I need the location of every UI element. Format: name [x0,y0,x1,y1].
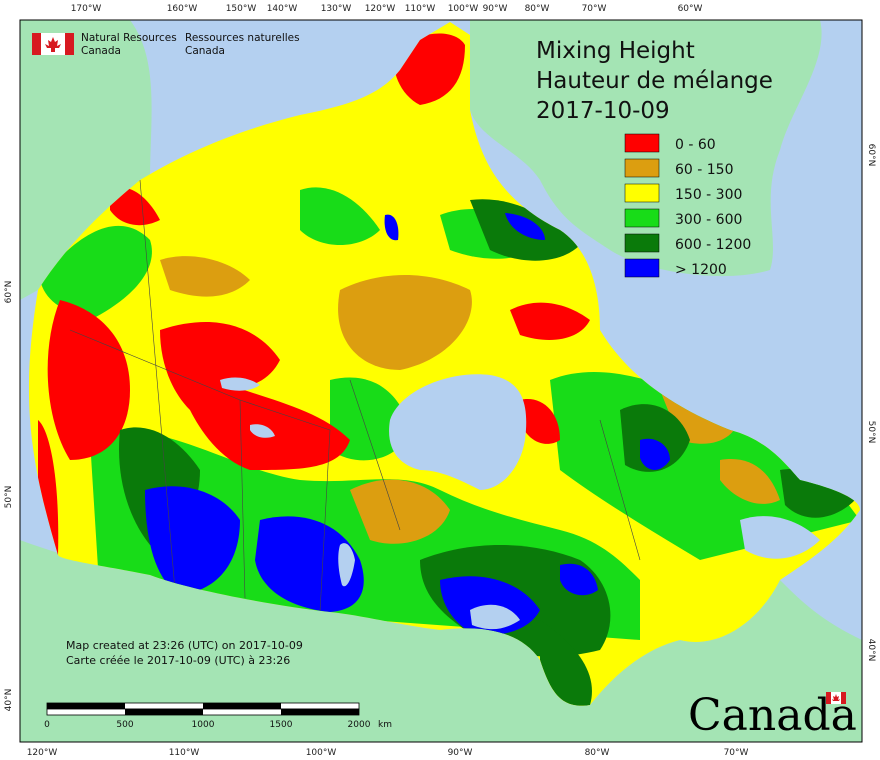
tick-right-2: 40°N [866,639,876,662]
scale-label-2: 1000 [192,720,215,730]
title-date: 2017-10-09 [536,98,670,124]
legend-swatch-4 [624,233,660,253]
title-en: Mixing Height [536,38,695,64]
zone-600-1200-lakes [540,620,592,706]
zone-60-150-nunavut [338,275,472,370]
legend-swatch-3 [624,208,660,228]
agency-en-line1: Natural Resources [81,32,177,44]
zone-60-150-ontario [350,479,450,544]
legend-label-1: 60 - 150 [675,162,734,178]
tick-top-4: 130°W [321,4,352,14]
legend-label-4: 600 - 1200 [675,237,751,253]
zone-above-1200-quebec-lake [640,438,670,470]
legend-swatch-1 [624,158,660,178]
tick-right-0: 60°N [866,144,876,167]
alaska-landmass [20,20,152,300]
zone-60-150-nl [720,459,780,504]
zone-0-60-northwest [160,321,350,470]
zone-600-1200-maritimes [780,469,855,518]
legend-label-2: 150 - 300 [675,187,742,203]
legend-label-3: 300 - 600 [675,212,742,228]
scale-label-3: 1500 [270,720,293,730]
tick-top-6: 110°W [405,4,436,14]
tick-bottom-2: 100°W [306,748,337,758]
zone-0-60-yukon [110,187,160,226]
zone-above-1200-east [560,563,598,596]
tick-top-0: 170°W [71,4,102,14]
tick-bottom-3: 90°W [448,748,473,758]
tick-bottom-5: 70°W [724,748,749,758]
zone-above-1200-arctic [384,214,399,241]
tick-top-3: 140°W [267,4,298,14]
agency-en-line2: Canada [81,45,121,57]
tick-left-1: 50°N [4,486,14,509]
map-border [19,19,863,743]
scale-bar: 0 500 1000 1500 2000 km [44,702,392,730]
agency-fr-line2: Canada [185,45,225,57]
zone-300-600-west [40,225,152,320]
zone-60-150-north [160,256,250,297]
usa-landmass [20,540,862,742]
legend-label-0: 0 - 60 [675,137,716,153]
agency-fr-line1: Ressources naturelles [185,32,300,44]
tick-top-5: 120°W [365,4,396,14]
tick-top-7: 100°W [448,4,479,14]
tick-top-9: 80°W [525,4,550,14]
scale-unit: km [378,720,392,730]
bottom-ticks: 120°W 110°W 100°W 90°W 80°W 70°W [27,748,749,758]
tick-bottom-0: 120°W [27,748,58,758]
tick-top-10: 70°W [582,4,607,14]
legend-swatch-5 [624,258,660,278]
scale-label-0: 0 [44,720,50,730]
top-ticks: 170°W 160°W 150°W 140°W 130°W 120°W 110°… [71,4,703,14]
tick-left-2: 40°N [4,689,14,712]
created-fr: Carte créée le 2017-10-09 (UTC) à 23:26 [66,654,290,667]
zone-0-60-labrador [510,302,590,340]
tick-top-8: 90°W [483,4,508,14]
great-lakes [470,604,520,630]
map-title: Mixing Height Hauteur de mélange 2017-10… [536,38,773,124]
created-en: Map created at 23:26 (UTC) on 2017-10-09 [66,639,303,652]
zone-300-600-arctic [300,187,380,245]
title-fr: Hauteur de mélange [536,68,773,94]
tick-top-1: 160°W [167,4,198,14]
canada-wordmark: Canada [688,690,857,741]
right-ticks: 60°N 50°N 40°N [866,144,876,662]
tick-bottom-1: 110°W [169,748,200,758]
great-slave-lake [220,377,260,391]
left-ticks: 60°N 50°N 40°N [4,281,14,712]
scale-label-1: 500 [116,720,133,730]
legend-label-5: > 1200 [675,262,727,278]
hudson-bay [389,374,527,490]
tick-bottom-4: 80°W [585,748,610,758]
tick-top-11: 60°W [678,4,703,14]
legend: 0 - 60 60 - 150 150 - 300 300 - 600 600 … [624,133,751,278]
nrcan-signature: Natural Resources Canada Ressources natu… [32,32,300,57]
canada-flag-icon [32,33,74,55]
zone-600-1200-quebec [620,404,690,472]
great-bear-lake [250,424,275,438]
wordmark-flag-icon [826,692,846,704]
zone-0-60-james [520,399,560,444]
zone-0-60-bc [47,300,130,460]
tick-left-0: 60°N [4,281,14,304]
tick-top-2: 150°W [226,4,257,14]
zone-above-1200-baffin [505,213,545,240]
lake-winnipeg [338,543,355,587]
gulf-st-lawrence [740,516,820,559]
tick-right-1: 50°N [866,421,876,444]
scale-label-4: 2000 [348,720,371,730]
legend-swatch-0 [624,133,660,153]
legend-swatch-2 [624,183,660,203]
zone-above-1200-manitoba [255,516,364,612]
